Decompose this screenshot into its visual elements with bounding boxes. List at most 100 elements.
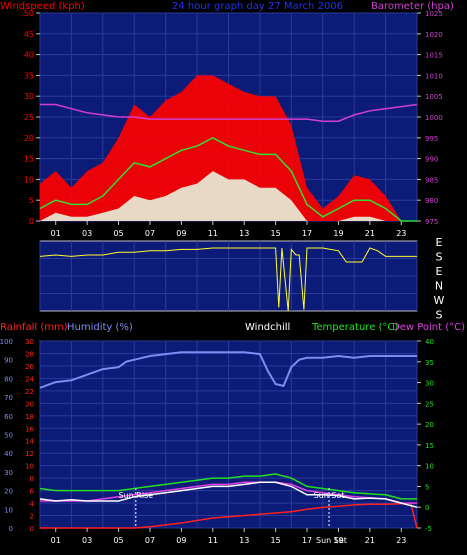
dewpoint-axis-title: Dew Point (°C): [392, 322, 465, 333]
x-tick-label: 23: [396, 229, 406, 238]
wind-tick-label: 25: [24, 113, 34, 122]
rain-tick-label: 2: [30, 513, 34, 521]
chart-title: 24 hour graph day 27 March 2006: [172, 1, 343, 12]
wind-direction-line: [39, 247, 417, 312]
rain-tick-label: 8: [30, 475, 34, 483]
wind-axis-title: Windspeed (kph): [0, 1, 85, 12]
rain-tick-label: 20: [25, 400, 34, 408]
temperature-tick-label: 20: [425, 421, 434, 429]
x-tick-label: 23: [396, 536, 406, 545]
baro-axis: 975 980 985 990 995 1000 1005 1010 1015 1020 1025: [417, 10, 443, 226]
x-tick-label: 19: [333, 229, 343, 238]
wind-tick-label: 5: [29, 196, 34, 205]
baro-tick-label: 1000: [425, 114, 443, 122]
temperature-tick-label: 40: [425, 338, 434, 346]
compass-label: E: [436, 265, 443, 278]
humidity-tick-label: 10: [4, 506, 13, 514]
sunset-label: Sun Set: [314, 491, 345, 500]
baro-tick-label: 975: [425, 218, 438, 226]
temperature-line: [39, 473, 417, 500]
barometer-line: [40, 103, 418, 122]
wind-axis: 0 5 10 15 20 25 30 35 40 45 50: [24, 9, 40, 226]
rain-tick-label: 4: [30, 500, 35, 508]
wind-tick-label: 20: [24, 134, 34, 143]
baro-tick-label: 985: [425, 176, 438, 184]
temperature-axis: -5 0 5 10 15 20 25 30 35 40: [417, 338, 434, 533]
x-tick-label: 17: [302, 229, 312, 238]
x-tick-label: 09: [176, 536, 186, 545]
temperature-tick-label: 25: [425, 400, 434, 408]
wind-tick-label: 40: [24, 51, 34, 60]
wind-direction-series: [39, 247, 417, 312]
wind-tick-label: 15: [24, 155, 34, 164]
x-tick-label: 07: [145, 536, 155, 545]
x-tick-label: 01: [51, 536, 61, 545]
humidity-tick-label: 0: [9, 525, 13, 533]
x-tick-label: 19: [333, 536, 343, 545]
rain-tick-label: 22: [25, 388, 34, 396]
x-tick-label: 01: [51, 229, 61, 238]
humidity-tick-label: 80: [4, 375, 13, 383]
humidity-tick-label: 40: [4, 450, 13, 458]
x-tick-label: 11: [208, 229, 218, 238]
baro-tick-label: 1015: [425, 52, 443, 60]
wind-tick-label: 0: [29, 217, 34, 226]
wind-tick-label: 45: [24, 30, 34, 39]
rain-tick-label: 24: [25, 375, 34, 383]
temperature-tick-label: -5: [425, 525, 432, 533]
rain-tick-label: 18: [25, 413, 34, 421]
x-tick-label: 13: [239, 536, 249, 545]
compass-label: W: [434, 294, 445, 307]
humidity-tick-label: 30: [4, 469, 13, 477]
x-tick-label: 15: [271, 229, 281, 238]
windchill-line: [39, 481, 418, 508]
x-tick-label: 11: [208, 536, 218, 545]
temperature-tick-label: 5: [425, 483, 429, 491]
temperature-tick-label: 35: [425, 359, 434, 367]
compass-label: N: [435, 280, 443, 293]
baro-tick-label: 1025: [425, 10, 443, 18]
temp-humidity-series: [39, 351, 418, 529]
humidity-axis: 0 10 20 30 40 50 60 70 80 90 100: [0, 338, 13, 533]
humidity-axis-title: Humidity (%): [67, 322, 133, 333]
windchill-legend: Windchill: [245, 322, 290, 333]
baro-tick-label: 1020: [425, 31, 443, 39]
wind-x-axis: 01 03 05 07 09 11 13 15 17 19 21 23: [51, 221, 406, 238]
humidity-tick-label: 50: [4, 432, 13, 440]
sun-markers: Sun Rise Sun Set: [119, 488, 345, 528]
rain-tick-label: 0: [30, 525, 34, 533]
rainfall-line: [40, 502, 418, 529]
wind-direction-grid: [39, 241, 418, 311]
rain-tick-label: 30: [25, 338, 34, 346]
x-tick-label: 21: [365, 536, 375, 545]
rain-tick-label: 14: [25, 438, 34, 446]
baro-axis-title: Barometer (hpa): [371, 1, 454, 12]
x-tick-label: 05: [113, 229, 123, 238]
rain-axis-title: Rainfall (mm): [0, 322, 68, 333]
wind-tick-label: 50: [24, 9, 34, 18]
sunrise-label: Sun Rise: [119, 491, 154, 500]
rain-tick-label: 26: [25, 363, 34, 371]
compass-label: S: [436, 251, 443, 264]
wind-tick-label: 35: [24, 71, 34, 80]
rain-tick-label: 6: [30, 488, 35, 496]
baro-tick-label: 990: [425, 156, 438, 164]
rain-tick-label: 12: [25, 450, 34, 458]
compass-label: S: [436, 309, 443, 322]
humidity-tick-label: 90: [4, 357, 13, 365]
temperature-tick-label: 10: [425, 463, 434, 471]
sunset-extra-label: Sun Set: [316, 536, 347, 545]
x-tick-label: 05: [113, 536, 123, 545]
humidity-tick-label: 100: [0, 338, 13, 346]
wind-tick-label: 10: [24, 175, 34, 184]
humidity-line: [39, 351, 417, 389]
wind-minimum-area: [40, 171, 417, 221]
x-tick-label: 17: [302, 536, 312, 545]
baro-tick-label: 1005: [425, 93, 443, 101]
wind-gust-area: [40, 75, 417, 222]
